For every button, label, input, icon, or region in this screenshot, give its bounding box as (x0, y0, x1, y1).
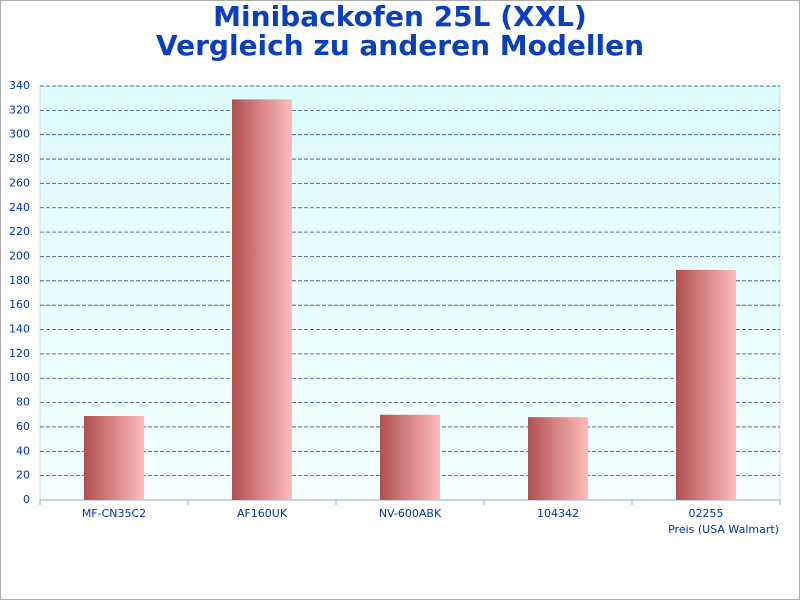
bar (84, 415, 144, 500)
x-tick-label: 02255 (689, 507, 724, 520)
chart-subtitle: Vergleich zu anderen Modellen (156, 29, 644, 62)
y-tick-label: 40 (16, 444, 30, 457)
y-tick-label: 240 (9, 201, 30, 214)
bar (232, 99, 292, 501)
y-tick-label: 300 (9, 128, 30, 141)
bar (676, 269, 736, 500)
x-tick-label: AF160UK (237, 507, 288, 520)
y-tick-label: 340 (9, 79, 30, 92)
y-tick-label: 80 (16, 396, 30, 409)
bar (380, 414, 440, 500)
y-tick-label: 180 (9, 274, 30, 287)
y-tick-label: 120 (9, 347, 30, 360)
y-tick-label: 140 (9, 323, 30, 336)
bar (528, 417, 588, 500)
y-tick-label: 260 (9, 176, 30, 189)
x-axis-title: Preis (USA Walmart) (668, 523, 779, 536)
x-tick-label: NV-600ABK (379, 507, 442, 520)
y-tick-label: 200 (9, 249, 30, 262)
chart-title: Minibackofen 25L (XXL) (213, 0, 587, 33)
y-tick-label: 280 (9, 152, 30, 165)
y-tick-label: 60 (16, 420, 30, 433)
x-tick-label: 104342 (537, 507, 579, 520)
x-tick-label: MF-CN35C2 (82, 507, 146, 520)
y-tick-label: 220 (9, 225, 30, 238)
y-tick-label: 100 (9, 371, 30, 384)
y-tick-label: 0 (23, 493, 30, 506)
y-tick-label: 320 (9, 103, 30, 116)
y-tick-label: 20 (16, 469, 30, 482)
y-tick-label: 160 (9, 298, 30, 311)
